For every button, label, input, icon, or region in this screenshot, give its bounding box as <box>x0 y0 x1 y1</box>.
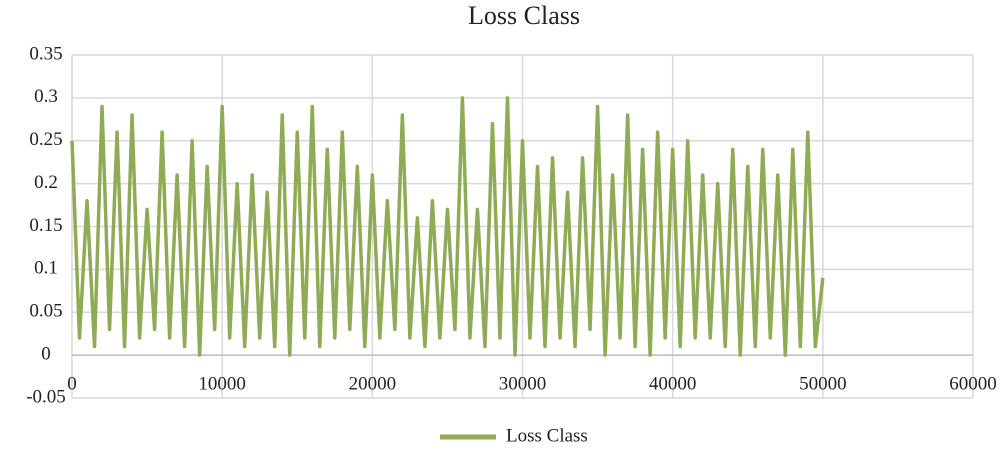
x-tick-label: 20000 <box>349 373 397 394</box>
x-tick-label: 50000 <box>799 373 847 394</box>
y-tick-label: 0.05 <box>29 301 62 322</box>
x-tick-label: 60000 <box>949 373 997 394</box>
y-tick-label: 0.1 <box>34 258 58 279</box>
x-tick-label: 10000 <box>198 373 246 394</box>
y-tick-label: 0 <box>41 343 51 364</box>
y-tick-label: 0.3 <box>34 86 58 107</box>
x-tick-label: 30000 <box>499 373 547 394</box>
chart-title: Loss Class <box>468 1 580 30</box>
y-tick-label: 0.2 <box>34 172 58 193</box>
x-tick-label: 40000 <box>649 373 697 394</box>
y-tick-label: 0.15 <box>29 215 62 236</box>
data-line <box>70 96 825 357</box>
x-tick-label: 0 <box>67 373 77 394</box>
y-tick-label: 0.35 <box>29 43 62 64</box>
y-tick-label: 0.25 <box>29 129 62 150</box>
legend-label: Loss Class <box>506 425 588 446</box>
y-tick-label: -0.05 <box>26 386 66 407</box>
